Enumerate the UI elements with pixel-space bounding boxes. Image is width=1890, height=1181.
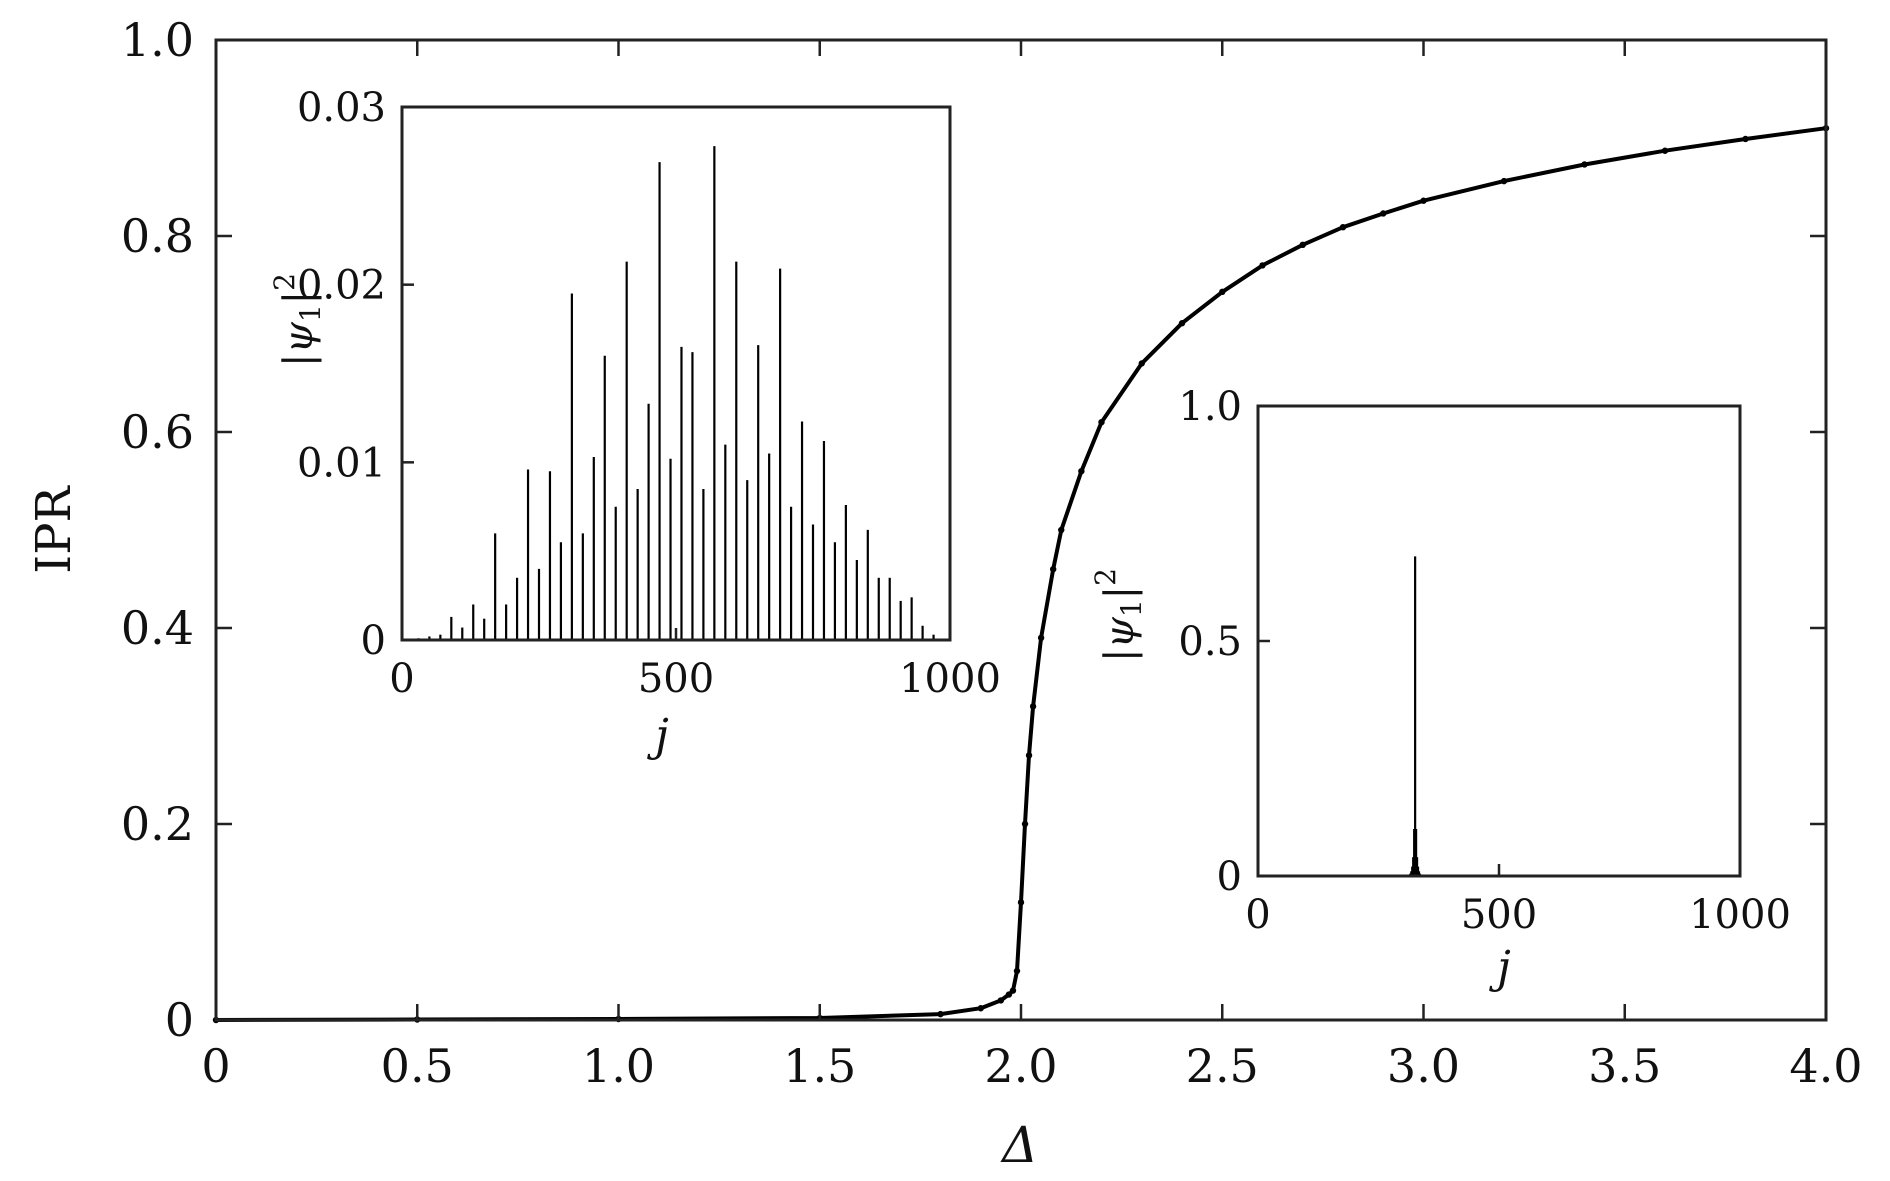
ipr-data-point <box>1178 320 1186 327</box>
ipr-data-point <box>1029 703 1037 710</box>
y-tick-label: 1.0 <box>121 13 194 67</box>
inset-localized-y-ticks: 0 0.5 1.0 <box>1178 384 1270 900</box>
ipr-data-point <box>1058 526 1065 534</box>
x-tick-label: 3.5 <box>1588 1039 1661 1093</box>
y-tick-label: 0 <box>165 993 194 1047</box>
ipr-data-point <box>1017 899 1025 906</box>
y-tick-label: 0.03 <box>297 85 386 131</box>
ipr-data-point <box>1581 161 1588 168</box>
x-tick-label: 2.5 <box>1186 1039 1259 1093</box>
ipr-data-point <box>977 1005 984 1012</box>
x-tick-label: 500 <box>1461 892 1537 938</box>
main-y-ticks: 0 0.2 0.4 0.6 0.8 1.0 <box>121 13 1826 1047</box>
inset-extended-state: 0 500 1000 00.010.020.03 j |ψ1|2 <box>268 85 1001 761</box>
main-y-axis-title: IPR <box>26 484 82 573</box>
main-series <box>212 125 1830 1024</box>
x-tick-label: 3.0 <box>1387 1039 1460 1093</box>
y-tick-label: 0.6 <box>121 405 194 459</box>
y-tick-label: 0.02 <box>297 263 386 309</box>
x-tick-label: 0 <box>389 656 414 702</box>
main-x-axis-title: Δ <box>1000 1116 1038 1174</box>
ipr-data-point <box>1098 419 1105 426</box>
y-tick-label: 0.2 <box>121 797 194 851</box>
ipr-data-point <box>937 1010 944 1018</box>
ipr-data-point <box>1078 468 1085 475</box>
x-tick-label: 1000 <box>1689 892 1791 938</box>
ipr-data-point <box>1661 147 1669 154</box>
y-tick-label: 0.8 <box>121 209 194 263</box>
ipr-data-point <box>1420 197 1427 204</box>
y-tick-label: 0.01 <box>297 440 386 486</box>
ipr-data-point <box>1025 752 1033 759</box>
x-tick-label: 1.5 <box>783 1039 856 1093</box>
inset-localized-x-ticks: 0 500 1000 <box>1245 864 1791 938</box>
ipr-data-point <box>1742 135 1749 143</box>
ipr-curve <box>215 126 1827 1022</box>
ipr-data-point <box>1009 987 1017 994</box>
ipr-data-point <box>1050 566 1057 573</box>
y-tick-label: 1.0 <box>1178 384 1242 430</box>
x-tick-label: 0 <box>201 1039 230 1093</box>
x-tick-label: 2.0 <box>984 1039 1057 1093</box>
main-x-ticks: 0 0.5 1.0 1.5 2.0 2.5 3.0 3.5 4.0 <box>201 40 1863 1093</box>
ipr-data-point <box>1259 262 1266 269</box>
main-plot: 0 0.5 1.0 1.5 2.0 2.5 3.0 3.5 4.0 0 0.2 0.4 0.6 0.8 1… <box>26 13 1863 1174</box>
ipr-data-point <box>1021 820 1029 828</box>
inset-localized-background <box>1258 406 1740 876</box>
x-tick-label: 0 <box>1245 892 1270 938</box>
ipr-data-point <box>1339 223 1347 231</box>
ipr-data-point <box>1013 967 1021 975</box>
ipr-data-point <box>1138 360 1145 367</box>
y-tick-label: 0.4 <box>121 601 194 655</box>
ipr-data-point <box>1219 288 1226 296</box>
x-tick-label: 1000 <box>899 656 1001 702</box>
y-tick-label: 0 <box>1217 854 1242 900</box>
y-tick-label: 0.5 <box>1178 619 1242 665</box>
ipr-data-point <box>1005 991 1013 998</box>
ipr-data-point <box>1380 210 1387 217</box>
x-tick-label: 1.0 <box>582 1039 655 1093</box>
y-tick-label: 0 <box>361 618 386 664</box>
inset-localized-state: 0 500 1000 00.51.0 j |ψ1|2 <box>1089 384 1791 993</box>
inset-extended-series <box>417 146 935 640</box>
inset-extended-background <box>402 107 950 640</box>
ipr-data-point <box>1299 241 1306 249</box>
inset-extended-y-ticks: 0 0.01 0.02 0.03 <box>297 85 414 664</box>
ipr-data-point <box>997 997 1005 1004</box>
x-tick-label: 0.5 <box>381 1039 454 1093</box>
ipr-data-point <box>1037 634 1045 641</box>
inset-extended-x-ticks: 0 500 1000 <box>389 628 1001 702</box>
x-tick-label: 4.0 <box>1789 1039 1862 1093</box>
ipr-data-point <box>1500 177 1508 185</box>
x-tick-label: 500 <box>638 656 714 702</box>
